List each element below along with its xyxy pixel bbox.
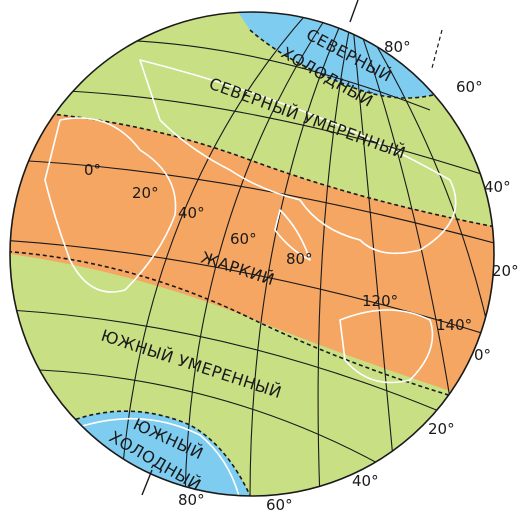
tropic-south-boundary <box>10 249 494 421</box>
lon-label-140: 140° <box>436 316 472 334</box>
lat-label-20s: 20° <box>428 420 455 438</box>
globe-outline <box>9 11 495 497</box>
axis-tilt-marker <box>431 29 443 69</box>
lon-label-80: 80° <box>286 250 313 268</box>
lat-label-40s: 40° <box>352 472 379 490</box>
lon-label-60: 60° <box>230 230 257 248</box>
africa-coast <box>44 117 177 293</box>
lon-label-0: 0° <box>84 161 101 179</box>
lat-label-20n: 20° <box>492 262 519 280</box>
lat-label-80n: 80° <box>384 38 411 56</box>
lat-label-60n: 60° <box>456 78 483 96</box>
hot-zone-area <box>10 110 494 420</box>
tropic-north-boundary <box>10 109 494 236</box>
lat-label-80s: 80° <box>178 491 205 509</box>
lat-label-equator: 0° <box>474 346 491 364</box>
lon-label-40: 40° <box>178 204 205 222</box>
earth-axis-bottom <box>141 469 153 496</box>
longitude-grid <box>119 12 494 496</box>
coastlines <box>44 59 457 496</box>
lon-label-120: 120° <box>362 292 398 310</box>
india-coast <box>274 209 311 261</box>
antarctic-boundary <box>49 410 261 496</box>
lon-label-20: 20° <box>132 184 159 202</box>
antarctica-coast <box>69 417 241 496</box>
australia-coast <box>339 309 434 384</box>
lat-label-60s: 60° <box>266 496 293 512</box>
earth-axis <box>349 0 359 23</box>
lat-label-40n: 40° <box>484 178 511 196</box>
latitude-grid <box>10 39 494 471</box>
eurasia-coast <box>139 59 457 255</box>
